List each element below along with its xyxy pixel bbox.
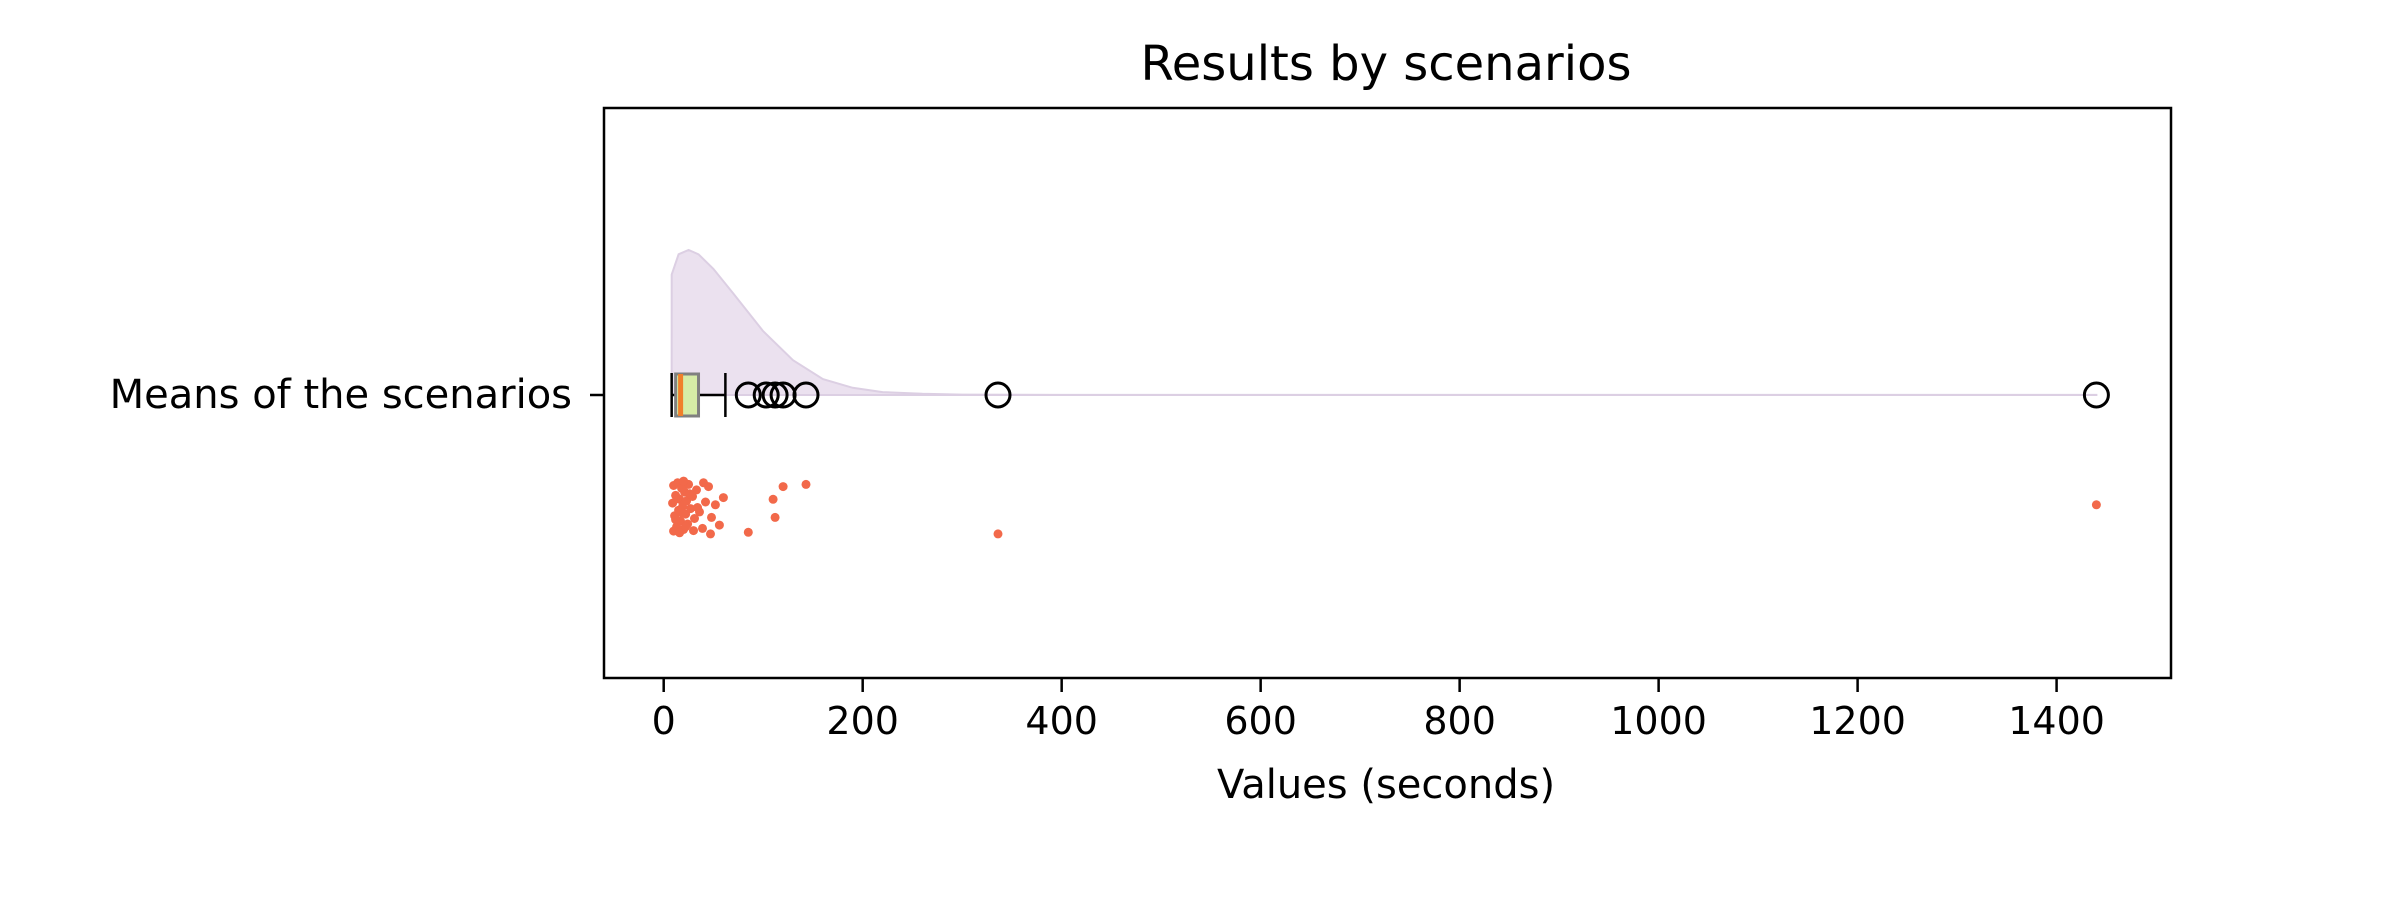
strip-point [770,512,780,522]
strip-point [768,494,778,504]
outlier-point [984,381,1012,409]
strip-point [686,504,696,514]
strip-point [993,529,1003,539]
strip-point [693,503,702,512]
x-axis-ticks: 0 200 400 600 800 1000 1200 1400 [652,678,2105,743]
x-tick-label: 1400 [2008,699,2105,743]
strip-point [778,482,788,492]
strip-point [743,527,753,537]
strip-point [677,508,687,518]
box-layer [670,372,727,418]
strip-point [675,528,685,538]
strip-point [679,476,689,486]
strip-point [692,485,701,495]
outlier-point [761,381,789,409]
outlier-point [792,381,820,409]
strip-point [681,522,691,532]
strip-point [714,520,724,530]
strip-point [2091,500,2101,510]
strip-point [685,489,695,499]
strip-point [801,479,811,489]
strip-point [707,512,716,522]
outlier-point [752,381,780,409]
strip-point [710,500,720,510]
x-tick-label: 600 [1224,699,1297,743]
y-axis-ticks: Means of the scenarios [110,372,604,418]
strip-point [699,478,708,488]
strip-point [701,497,710,507]
strip-point [690,514,699,523]
x-tick-label: 1200 [1809,699,1906,743]
outlier-layer [734,381,2110,409]
strip-point [671,515,681,525]
chart-title: Results by scenarios [1141,36,1632,92]
outlier-point [734,381,762,409]
plot-frame [602,106,2173,680]
strip-layer [668,476,2101,539]
violin-shape [670,248,2098,396]
x-tick-label: 1000 [1610,699,1707,743]
strip-point [698,523,707,533]
x-tick-label: 800 [1423,699,1496,743]
x-tick-label: 200 [826,699,899,743]
x-axis-label: Values (seconds) [1217,762,1555,808]
strip-point [673,493,683,503]
strip-point [706,529,715,539]
y-tick-label: Means of the scenarios [110,372,572,418]
x-tick-label: 400 [1025,699,1098,743]
strip-point [689,526,698,536]
x-tick-label: 0 [652,699,676,743]
strip-point [718,493,728,503]
outlier-point [2082,381,2110,409]
violin-layer [670,248,2098,396]
